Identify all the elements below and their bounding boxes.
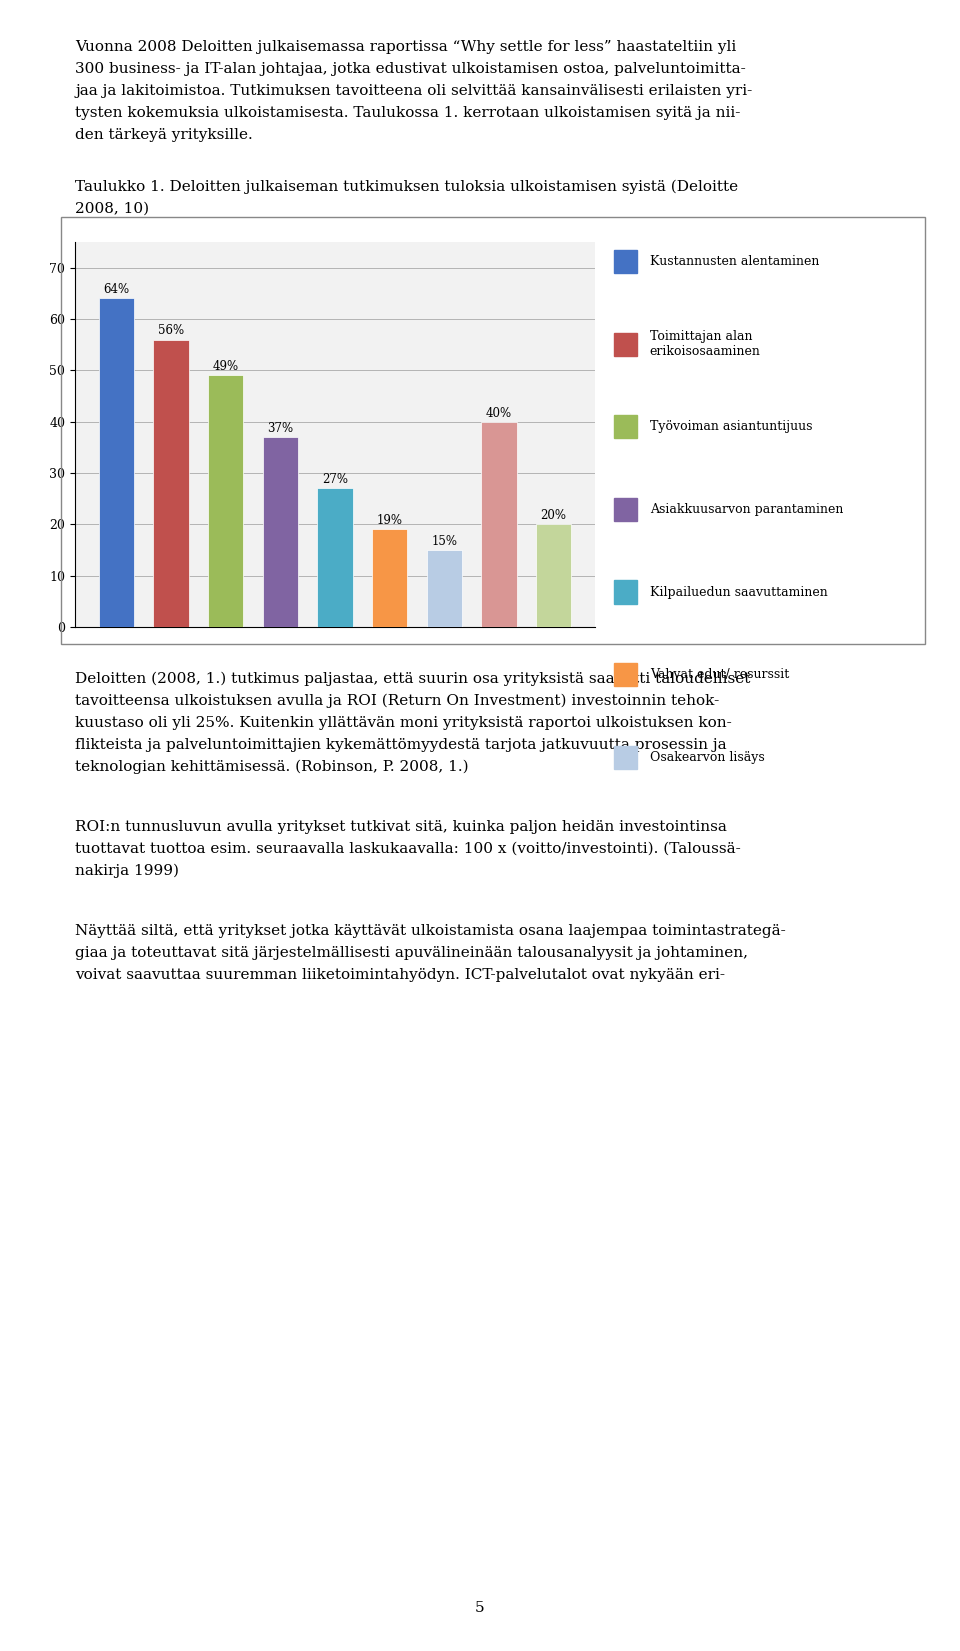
Text: 300 business- ja IT-alan johtajaa, jotka edustivat ulkoistamisen ostoa, palvelun: 300 business- ja IT-alan johtajaa, jotka…: [75, 63, 746, 76]
Text: voivat saavuttaa suuremman liiketoimintahyödyn. ICT-palvelutalot ovat nykyään er: voivat saavuttaa suuremman liiketoiminta…: [75, 967, 725, 982]
Text: Vahvat edut/ resurssit: Vahvat edut/ resurssit: [650, 669, 789, 682]
Text: 20%: 20%: [540, 509, 566, 522]
Text: Toimittajan alan
erikoisosaaminen: Toimittajan alan erikoisosaaminen: [650, 330, 760, 358]
Text: 19%: 19%: [376, 515, 402, 527]
Text: Deloitten (2008, 1.) tutkimus paljastaa, että suurin osa yrityksistä saavutti ta: Deloitten (2008, 1.) tutkimus paljastaa,…: [75, 672, 751, 687]
Text: 49%: 49%: [212, 360, 239, 373]
Text: 37%: 37%: [267, 423, 294, 434]
Text: 56%: 56%: [158, 325, 184, 337]
Bar: [426, 550, 462, 627]
Text: tavoitteensa ulkoistuksen avulla ja ROI (Return On Investment) investoinnin teho: tavoitteensa ulkoistuksen avulla ja ROI …: [75, 693, 719, 708]
Bar: [536, 525, 571, 627]
Text: giaa ja toteuttavat sitä järjestelmällisesti apuvälineinään talousanalyysit ja j: giaa ja toteuttavat sitä järjestelmällis…: [75, 946, 748, 959]
Bar: [154, 340, 189, 627]
Text: kuustaso oli yli 25%. Kuitenkin yllättävän moni yrityksistä raportoi ulkoistukse: kuustaso oli yli 25%. Kuitenkin yllättäv…: [75, 717, 732, 730]
Bar: [263, 438, 299, 627]
Text: ROI:n tunnusluvun avulla yritykset tutkivat sitä, kuinka paljon heidän investoin: ROI:n tunnusluvun avulla yritykset tutki…: [75, 821, 727, 834]
Text: Kilpailuedun saavuttaminen: Kilpailuedun saavuttaminen: [650, 586, 828, 599]
Text: 15%: 15%: [431, 535, 457, 548]
Bar: [481, 421, 516, 627]
Bar: [317, 489, 352, 627]
Text: Osakearvon lisäys: Osakearvon lisäys: [650, 751, 764, 764]
Text: 40%: 40%: [486, 406, 512, 419]
Text: tuottavat tuottoa esim. seuraavalla laskukaavalla: 100 x (voitto/investointi). (: tuottavat tuottoa esim. seuraavalla lask…: [75, 842, 741, 855]
Text: jaa ja lakitoimistoa. Tutkimuksen tavoitteena oli selvittää kansainvälisesti eri: jaa ja lakitoimistoa. Tutkimuksen tavoit…: [75, 84, 753, 97]
Text: den tärkeyä yrityksille.: den tärkeyä yrityksille.: [75, 129, 252, 142]
Text: Vuonna 2008 Deloitten julkaisemassa raportissa “Why settle for less” haastatelti: Vuonna 2008 Deloitten julkaisemassa rapo…: [75, 40, 736, 54]
Text: 5: 5: [475, 1601, 485, 1615]
Text: teknologian kehittämisessä. (Robinson, P. 2008, 1.): teknologian kehittämisessä. (Robinson, P…: [75, 759, 468, 774]
Text: 64%: 64%: [104, 284, 130, 297]
Text: Taulukko 1. Deloitten julkaiseman tutkimuksen tuloksia ulkoistamisen syistä (Del: Taulukko 1. Deloitten julkaiseman tutkim…: [75, 180, 738, 195]
Text: 2008, 10): 2008, 10): [75, 201, 149, 216]
Text: Kustannusten alentaminen: Kustannusten alentaminen: [650, 256, 819, 269]
Text: Näyttää siltä, että yritykset jotka käyttävät ulkoistamista osana laajempaa toim: Näyttää siltä, että yritykset jotka käyt…: [75, 925, 785, 938]
Text: 27%: 27%: [322, 474, 348, 487]
Text: Asiakkuusarvon parantaminen: Asiakkuusarvon parantaminen: [650, 504, 843, 517]
Bar: [208, 375, 244, 627]
Text: tysten kokemuksia ulkoistamisesta. Taulukossa 1. kerrotaan ulkoistamisen syitä j: tysten kokemuksia ulkoistamisesta. Taulu…: [75, 106, 740, 121]
Text: Työvoiman asiantuntijuus: Työvoiman asiantuntijuus: [650, 421, 812, 434]
Bar: [99, 299, 134, 627]
Text: nakirja 1999): nakirja 1999): [75, 863, 179, 878]
Bar: [372, 530, 407, 627]
Text: flikteista ja palveluntoimittajien kykemättömyydestä tarjota jatkuvuutta prosess: flikteista ja palveluntoimittajien kykem…: [75, 738, 727, 751]
